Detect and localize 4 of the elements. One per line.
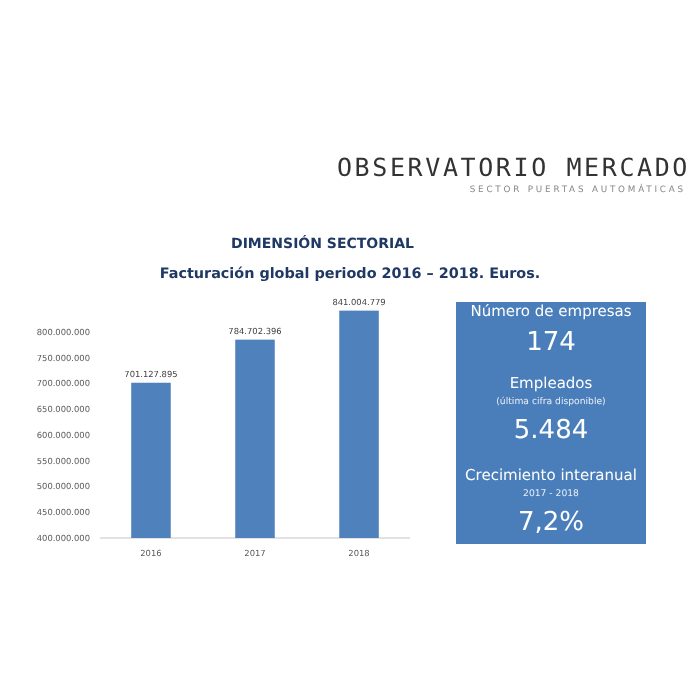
- text: OBSERVATORIO MERCADO: [336, 152, 690, 182]
- text: 174: [526, 328, 576, 358]
- text: 5.484: [513, 416, 589, 446]
- text: 7,2%: [517, 508, 585, 538]
